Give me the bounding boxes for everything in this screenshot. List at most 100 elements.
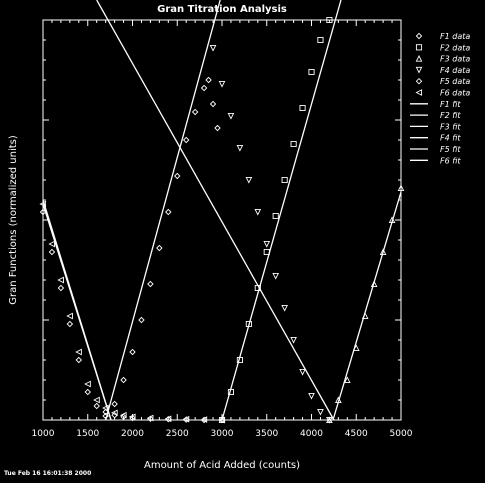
legend-label: F1 data (440, 32, 470, 41)
legend-label: F5 fit (440, 145, 461, 154)
x-tick-label: 2500 (166, 429, 189, 439)
data-point-f5 (156, 244, 163, 252)
footer-timestamp: Tue Feb 16 16:01:38 2000 (4, 470, 92, 477)
data-point-f3 (388, 216, 396, 224)
data-point-f4 (299, 368, 306, 376)
y-axis-label: Gran Functions (normalized units) (8, 135, 19, 305)
x-tick-label: 4500 (345, 429, 368, 439)
data-point-f2 (290, 140, 297, 148)
data-point-f5 (205, 76, 212, 84)
legend-label: F4 fit (440, 134, 461, 143)
data-point-f5 (147, 280, 154, 288)
data-point-f5 (200, 84, 208, 92)
data-point-f1 (39, 208, 47, 216)
data-point-f2 (227, 388, 234, 396)
data-point-f4 (254, 208, 262, 216)
data-point-f4 (218, 80, 226, 88)
data-point-f5 (111, 400, 118, 408)
data-point-f2 (326, 16, 333, 24)
fit-line-f2 (221, 0, 342, 421)
x-tick-label: 1000 (32, 429, 55, 439)
data-point-f2 (308, 68, 315, 76)
legend-label: F5 data (440, 77, 470, 86)
legend-label: F6 data (440, 89, 470, 98)
x-tick-label: 4000 (300, 429, 323, 439)
data-point-f6 (119, 411, 127, 419)
data-point-f6 (110, 409, 118, 417)
data-point-f5 (191, 108, 199, 116)
legend-marker (415, 77, 423, 85)
data-point-f4 (308, 392, 315, 400)
data-point-f4 (227, 112, 235, 120)
data-point-f2 (281, 176, 288, 184)
data-point-f6 (102, 404, 109, 412)
data-point-f1 (57, 284, 65, 292)
data-point-f3 (343, 376, 351, 384)
data-point-f5 (120, 376, 127, 384)
data-point-f4 (281, 304, 288, 312)
data-point-f5 (138, 316, 145, 324)
data-point-f5 (182, 136, 190, 144)
data-point-f2 (263, 248, 270, 256)
data-point-f6 (66, 312, 73, 320)
data-point-f6 (93, 396, 100, 404)
plot-marks (39, 0, 405, 424)
data-point-f1 (102, 408, 109, 416)
data-point-f1 (48, 248, 56, 256)
data-point-f5 (209, 100, 217, 108)
data-point-f3 (335, 396, 342, 404)
x-tick-label: 2000 (121, 429, 144, 439)
plot-frame (42, 19, 402, 421)
data-point-f4 (317, 408, 324, 416)
legend-label: F3 fit (440, 122, 461, 131)
data-point-f2 (272, 212, 279, 220)
legend-label: F1 fit (440, 100, 461, 109)
data-point-f4 (272, 272, 280, 280)
legend-marker (415, 66, 423, 74)
data-point-f6 (48, 240, 55, 248)
data-point-f2 (254, 284, 261, 292)
x-tick-label: 5000 (390, 429, 413, 439)
data-point-f3 (370, 280, 378, 288)
data-point-f5 (214, 124, 221, 132)
x-axis-ticks: 1000 1500 2000 2500 3000 3500 4000 4500 5000 (32, 20, 413, 439)
data-point-f2 (245, 320, 252, 328)
data-point-f6 (39, 200, 47, 208)
data-point-f3 (361, 312, 369, 320)
data-point-f1 (75, 356, 83, 364)
data-point-f5 (165, 208, 172, 216)
data-point-f4 (263, 240, 271, 248)
data-point-f1 (84, 388, 91, 396)
data-point-f5 (174, 172, 181, 180)
legend: F1 data F2 data F3 data F4 data F5 data F6 da… (410, 32, 470, 165)
legend-marker (415, 54, 423, 62)
data-point-f3 (397, 184, 405, 192)
fit-line-f6 (42, 199, 112, 421)
legend-label: F2 data (440, 43, 470, 52)
data-point-f1 (93, 402, 100, 410)
data-point-f4 (236, 144, 244, 152)
data-point-f3 (352, 344, 360, 352)
fit-line-f5 (105, 0, 221, 421)
data-point-f1 (66, 320, 74, 328)
y-axis-ticks (43, 19, 401, 421)
data-point-f3 (379, 248, 387, 256)
legend-marker (415, 32, 423, 40)
legend-label: F6 fit (440, 156, 461, 165)
data-point-f5 (129, 348, 136, 356)
legend-label: F4 data (440, 66, 470, 75)
data-point-f4 (245, 176, 253, 184)
data-point-f4 (290, 336, 297, 344)
data-point-f6 (84, 380, 91, 388)
x-tick-label: 1500 (76, 429, 99, 439)
chart-title: Gran Titration Analysis (157, 4, 287, 15)
legend-marker (415, 89, 423, 96)
data-point-f6 (75, 348, 82, 356)
x-tick-label: 3000 (211, 429, 234, 439)
data-point-f2 (236, 356, 243, 364)
x-axis-label: Amount of Acid Added (counts) (144, 460, 300, 471)
data-point-f4 (209, 44, 217, 52)
data-point-f2 (317, 36, 324, 44)
data-point-f6 (57, 276, 64, 284)
